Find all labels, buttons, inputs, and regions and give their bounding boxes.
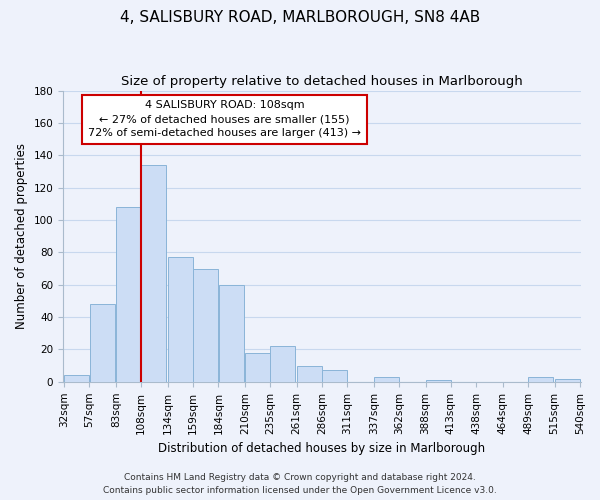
Bar [554, 378, 580, 382]
Text: 4, SALISBURY ROAD, MARLBOROUGH, SN8 4AB: 4, SALISBURY ROAD, MARLBOROUGH, SN8 4AB [120, 10, 480, 25]
Bar [142, 165, 166, 382]
Bar [89, 304, 115, 382]
Bar [168, 257, 193, 382]
Bar [116, 207, 141, 382]
Text: Contains HM Land Registry data © Crown copyright and database right 2024.
Contai: Contains HM Land Registry data © Crown c… [103, 474, 497, 495]
Bar [271, 346, 295, 382]
Bar [245, 352, 270, 382]
X-axis label: Distribution of detached houses by size in Marlborough: Distribution of detached houses by size … [158, 442, 485, 455]
Bar [297, 366, 322, 382]
Bar [374, 377, 399, 382]
Bar [425, 380, 451, 382]
Bar [64, 376, 89, 382]
Bar [218, 284, 244, 382]
Bar [193, 268, 218, 382]
Y-axis label: Number of detached properties: Number of detached properties [15, 143, 28, 329]
Bar [322, 370, 347, 382]
Title: Size of property relative to detached houses in Marlborough: Size of property relative to detached ho… [121, 75, 523, 88]
Text: 4 SALISBURY ROAD: 108sqm
← 27% of detached houses are smaller (155)
72% of semi-: 4 SALISBURY ROAD: 108sqm ← 27% of detach… [88, 100, 361, 138]
Bar [528, 377, 553, 382]
